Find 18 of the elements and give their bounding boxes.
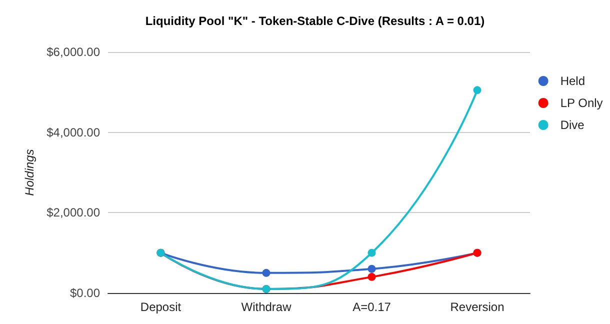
point [473, 86, 482, 94]
point [368, 272, 376, 281]
y-axis-title: Holdings [22, 149, 37, 196]
y-tick-label: $2,000.00 [46, 206, 100, 220]
x-tick-label: A=0.17 [352, 300, 392, 314]
legend-label: Held [560, 74, 585, 88]
point [368, 248, 376, 257]
legend-label: LP Only [560, 96, 603, 110]
y-tick-label: $4,000.00 [46, 125, 100, 140]
legend-label: Dive [560, 118, 585, 132]
point [368, 264, 376, 273]
point [262, 268, 270, 277]
x-tick-label: Reversion [450, 300, 504, 314]
y-tick-label: $0.00 [70, 286, 100, 300]
x-tick-label: Withdraw [241, 300, 292, 314]
chart-title: Liquidity Pool "K" - Token-Stable C-Dive (Results : A = 0.01) [145, 14, 485, 28]
x-tick-label: Deposit [140, 300, 182, 314]
y-tick-label: $6,000.00 [46, 45, 100, 59]
